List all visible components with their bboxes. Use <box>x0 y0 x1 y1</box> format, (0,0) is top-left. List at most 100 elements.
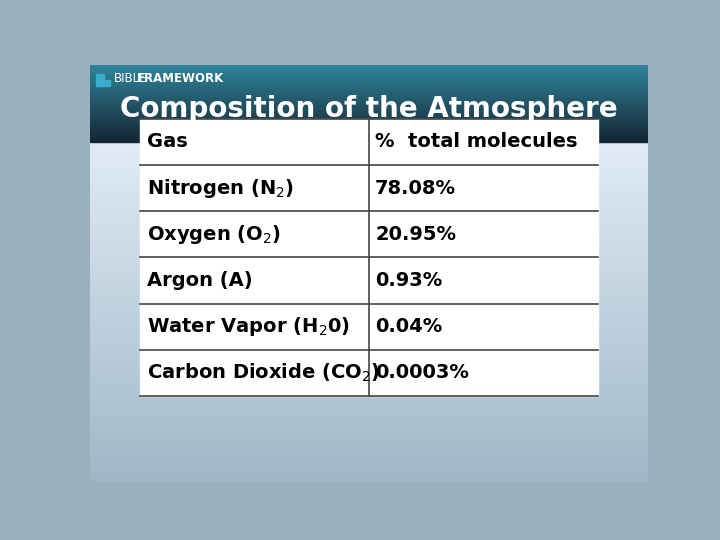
Bar <box>90 443 648 447</box>
Bar <box>90 193 648 196</box>
Bar <box>90 454 648 457</box>
Bar <box>90 264 648 267</box>
Bar <box>90 278 648 281</box>
Bar <box>90 342 648 345</box>
Bar <box>90 271 648 274</box>
Bar <box>90 76 648 77</box>
Bar <box>90 199 648 203</box>
Bar <box>90 348 648 352</box>
Bar <box>90 148 648 152</box>
Bar <box>90 217 648 220</box>
Bar <box>90 114 648 116</box>
Bar <box>90 145 648 149</box>
Bar <box>90 100 648 102</box>
Bar <box>90 89 648 90</box>
Bar <box>90 406 648 409</box>
Bar <box>90 68 648 69</box>
Bar <box>90 287 648 291</box>
Bar <box>90 294 648 298</box>
Bar <box>90 399 648 403</box>
Bar <box>90 81 648 82</box>
Bar <box>90 107 648 109</box>
Bar <box>90 237 648 240</box>
Bar <box>90 477 648 481</box>
Bar <box>90 376 648 379</box>
Bar <box>90 447 648 450</box>
Bar <box>90 305 648 308</box>
Bar <box>90 97 648 98</box>
Bar <box>90 328 648 332</box>
Bar <box>90 119 648 120</box>
Text: 20.95%: 20.95% <box>375 225 456 244</box>
Bar <box>90 474 648 477</box>
Bar <box>90 95 648 97</box>
Bar <box>90 72 648 73</box>
Bar <box>90 106 648 107</box>
Bar <box>90 308 648 311</box>
Bar <box>90 267 648 271</box>
Bar <box>90 138 648 139</box>
Bar <box>90 117 648 118</box>
Bar <box>90 386 648 389</box>
Bar <box>90 102 648 103</box>
Bar <box>90 66 648 68</box>
Bar <box>90 366 648 369</box>
Bar <box>90 130 648 131</box>
Bar <box>90 122 648 124</box>
Bar <box>90 284 648 287</box>
Bar <box>90 409 648 413</box>
Bar <box>90 206 648 210</box>
Bar <box>90 393 648 396</box>
Bar <box>90 403 648 406</box>
Bar <box>90 257 648 260</box>
Bar <box>90 311 648 315</box>
Bar <box>90 436 648 440</box>
Bar <box>90 133 648 134</box>
Bar <box>90 413 648 416</box>
Text: %  total molecules: % total molecules <box>375 132 577 151</box>
Bar <box>90 183 648 186</box>
Bar <box>90 420 648 423</box>
Bar <box>90 176 648 179</box>
Text: Composition of the Atmosphere: Composition of the Atmosphere <box>120 96 618 124</box>
Bar <box>90 162 648 166</box>
Bar <box>90 233 648 237</box>
Bar <box>90 78 648 79</box>
Text: Gas: Gas <box>147 132 187 151</box>
Bar <box>90 369 648 372</box>
Bar <box>90 140 648 142</box>
Bar <box>90 433 648 436</box>
Bar <box>90 118 648 120</box>
Bar <box>90 111 648 112</box>
Bar <box>90 213 648 217</box>
Bar <box>90 139 648 140</box>
Bar <box>90 120 648 122</box>
Bar <box>90 90 648 92</box>
Bar <box>90 83 648 84</box>
Bar <box>90 82 648 83</box>
Bar <box>90 203 648 206</box>
Bar <box>90 69 648 71</box>
Bar <box>90 318 648 321</box>
Bar <box>90 77 648 78</box>
Bar <box>90 291 648 294</box>
Bar <box>90 254 648 257</box>
Bar <box>90 125 648 126</box>
Text: FRAMEWORK: FRAMEWORK <box>138 72 225 85</box>
Bar <box>90 91 648 93</box>
Bar <box>90 136 648 137</box>
Bar <box>90 430 648 433</box>
Bar <box>90 156 648 159</box>
Bar <box>90 338 648 342</box>
Bar <box>90 87 648 89</box>
Bar <box>90 75 648 76</box>
Bar <box>90 85 648 87</box>
Bar <box>90 220 648 223</box>
Bar <box>90 65 648 67</box>
Bar <box>90 281 648 284</box>
Text: 0.0003%: 0.0003% <box>375 363 469 382</box>
Text: Water Vapor (H$_2$0): Water Vapor (H$_2$0) <box>147 315 350 338</box>
Bar <box>90 117 648 119</box>
Bar <box>96 74 104 79</box>
Bar <box>90 166 648 169</box>
